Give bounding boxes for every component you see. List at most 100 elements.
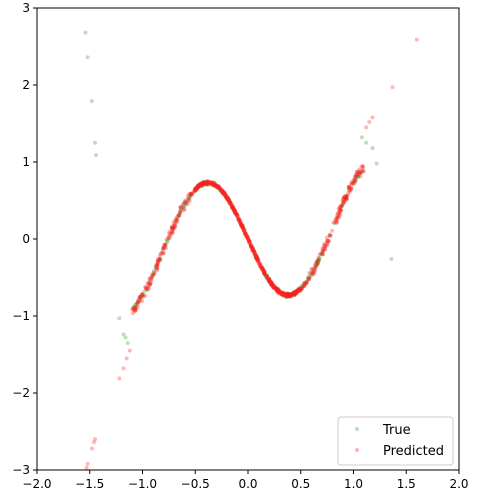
predicted-point	[288, 294, 293, 299]
predicted-point	[231, 207, 236, 212]
predicted-point	[183, 198, 188, 203]
predicted-point	[241, 228, 246, 233]
predicted-point	[280, 290, 285, 295]
predicted-point	[175, 214, 180, 219]
true-point	[240, 225, 245, 230]
predicted-point	[163, 242, 168, 247]
predicted-point	[257, 262, 262, 267]
predicted-point	[237, 218, 242, 223]
true-point	[275, 286, 280, 291]
predicted-point	[257, 261, 262, 266]
predicted-point	[155, 263, 160, 268]
predicted-point	[222, 193, 227, 198]
predicted-point	[217, 184, 222, 189]
predicted-point	[249, 243, 254, 248]
predicted-point	[261, 269, 266, 274]
predicted-point	[349, 181, 354, 186]
predicted-point	[251, 248, 256, 253]
predicted-point	[248, 242, 253, 247]
predicted-point	[323, 243, 328, 248]
predicted-point	[250, 246, 255, 251]
true-point	[353, 177, 358, 182]
predicted-point	[277, 290, 282, 295]
true-point	[166, 235, 171, 240]
predicted-point	[209, 181, 214, 185]
predicted-point	[269, 282, 274, 287]
predicted-point	[207, 180, 212, 185]
predicted-point	[195, 186, 200, 191]
predicted-point	[351, 181, 356, 186]
predicted-point	[235, 213, 240, 218]
predicted-point	[255, 257, 260, 262]
predicted-point	[155, 262, 160, 267]
predicted-point	[243, 231, 248, 236]
predicted-point	[178, 209, 183, 214]
predicted-point	[286, 293, 291, 298]
predicted-point	[294, 289, 299, 294]
predicted-point	[340, 199, 345, 204]
predicted-point	[240, 223, 245, 228]
predicted-point	[353, 178, 358, 183]
predicted-point	[254, 254, 259, 259]
predicted-point	[276, 290, 281, 295]
true-point	[231, 204, 236, 209]
predicted-point	[135, 300, 140, 305]
predicted-point	[178, 205, 183, 210]
predicted-point	[287, 294, 292, 299]
predicted-point	[237, 218, 242, 223]
true-point	[312, 264, 317, 269]
predicted-point	[198, 183, 203, 188]
predicted-point	[253, 252, 258, 257]
true-point	[201, 180, 206, 185]
predicted-point	[266, 277, 271, 282]
true-point	[268, 279, 273, 284]
legend-marker-true	[355, 427, 359, 431]
predicted-point	[287, 292, 292, 297]
predicted-point	[134, 306, 139, 311]
true-point	[266, 276, 271, 281]
predicted-point	[313, 268, 318, 273]
predicted-point	[289, 291, 294, 296]
predicted-point	[240, 225, 245, 230]
predicted-point	[196, 184, 201, 189]
predicted-point	[253, 253, 258, 258]
predicted-point	[227, 199, 232, 204]
predicted-point	[161, 251, 166, 256]
predicted-point	[262, 272, 267, 277]
predicted-point	[215, 185, 220, 190]
predicted-point	[187, 192, 192, 197]
predicted-point	[220, 188, 225, 193]
predicted-point	[286, 293, 291, 298]
predicted-point	[281, 293, 286, 298]
true-point	[168, 231, 173, 236]
predicted-point	[219, 189, 224, 194]
true-point	[283, 294, 288, 299]
predicted-point	[198, 182, 203, 187]
predicted-point	[288, 293, 293, 298]
predicted-point	[149, 277, 153, 282]
true-point	[205, 182, 210, 187]
predicted-point	[244, 233, 249, 238]
predicted-point	[314, 263, 319, 268]
true-point	[294, 289, 299, 294]
predicted-point	[359, 169, 364, 174]
true-point	[188, 192, 193, 197]
predicted-point	[261, 267, 266, 272]
predicted-point	[327, 233, 332, 238]
true-point	[316, 257, 321, 262]
predicted-point	[244, 233, 249, 238]
predicted-point	[242, 228, 247, 233]
true-point	[204, 182, 209, 187]
predicted-point	[334, 214, 339, 219]
predicted-point	[193, 188, 198, 193]
predicted-point	[133, 308, 138, 313]
predicted-point	[117, 376, 122, 381]
predicted-point	[269, 281, 274, 286]
predicted-point	[300, 283, 305, 288]
predicted-point	[160, 247, 165, 252]
predicted-point	[269, 281, 274, 286]
predicted-point	[200, 181, 205, 186]
predicted-point	[147, 276, 152, 281]
predicted-point	[288, 292, 293, 297]
